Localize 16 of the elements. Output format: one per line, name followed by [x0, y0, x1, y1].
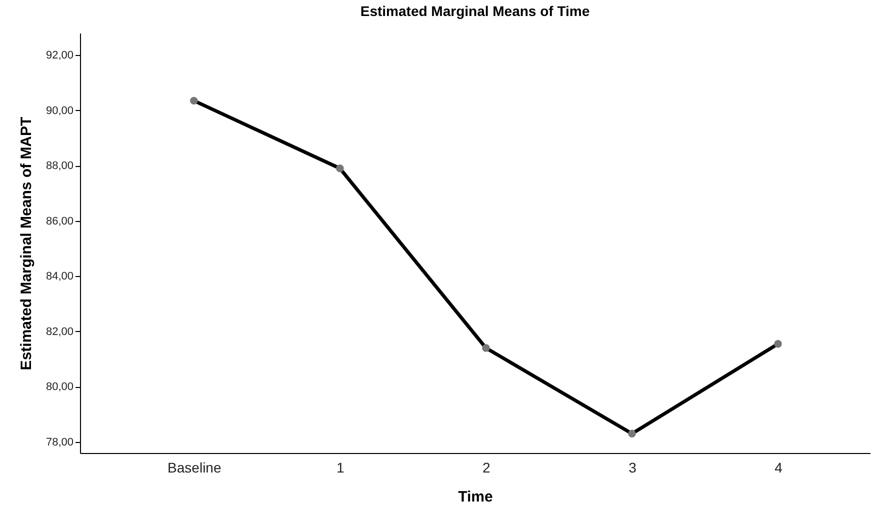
y-tick-label: 92,00 [46, 50, 74, 62]
x-tick-label: 2 [482, 460, 491, 476]
chart-title: Estimated Marginal Means of Time [360, 3, 590, 19]
x-tick-label: 1 [336, 460, 345, 476]
x-tick-label: Baseline [168, 460, 222, 476]
y-tick-label: 82,00 [46, 326, 74, 338]
x-axis-title: Time [458, 488, 493, 506]
x-tick-label: 4 [774, 460, 783, 476]
y-tick-label: 86,00 [46, 215, 74, 228]
y-tick-label: 84,00 [46, 270, 74, 283]
y-tick-label: 78,00 [46, 436, 74, 448]
y-axis-title: Estimated Marginal Means of MAPT [18, 116, 35, 370]
y-tick-label: 88,00 [46, 160, 74, 172]
y-tick-label: 90,00 [46, 104, 74, 117]
x-tick-label: 3 [628, 460, 637, 476]
y-tick-label: 80,00 [46, 381, 74, 394]
